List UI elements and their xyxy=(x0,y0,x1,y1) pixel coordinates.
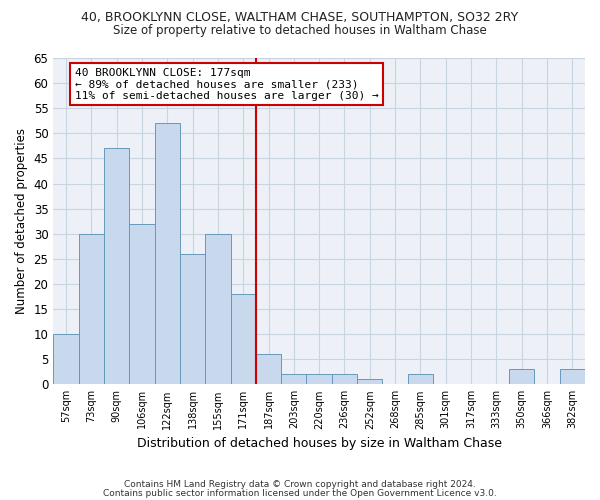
Text: 40, BROOKLYNN CLOSE, WALTHAM CHASE, SOUTHAMPTON, SO32 2RY: 40, BROOKLYNN CLOSE, WALTHAM CHASE, SOUT… xyxy=(82,11,518,24)
Bar xyxy=(281,374,307,384)
Bar xyxy=(408,374,433,384)
Text: Contains public sector information licensed under the Open Government Licence v3: Contains public sector information licen… xyxy=(103,489,497,498)
Bar xyxy=(180,254,205,384)
Bar xyxy=(256,354,281,384)
Text: 40 BROOKLYNN CLOSE: 177sqm
← 89% of detached houses are smaller (233)
11% of sem: 40 BROOKLYNN CLOSE: 177sqm ← 89% of deta… xyxy=(74,68,379,101)
Bar xyxy=(357,380,382,384)
Bar xyxy=(155,124,180,384)
Bar xyxy=(205,234,230,384)
Y-axis label: Number of detached properties: Number of detached properties xyxy=(15,128,28,314)
Text: Contains HM Land Registry data © Crown copyright and database right 2024.: Contains HM Land Registry data © Crown c… xyxy=(124,480,476,489)
Bar xyxy=(104,148,129,384)
Bar xyxy=(307,374,332,384)
Text: Size of property relative to detached houses in Waltham Chase: Size of property relative to detached ho… xyxy=(113,24,487,37)
X-axis label: Distribution of detached houses by size in Waltham Chase: Distribution of detached houses by size … xyxy=(137,437,502,450)
Bar xyxy=(230,294,256,384)
Bar xyxy=(53,334,79,384)
Bar xyxy=(129,224,155,384)
Bar xyxy=(79,234,104,384)
Bar xyxy=(509,369,535,384)
Bar xyxy=(560,369,585,384)
Bar xyxy=(332,374,357,384)
